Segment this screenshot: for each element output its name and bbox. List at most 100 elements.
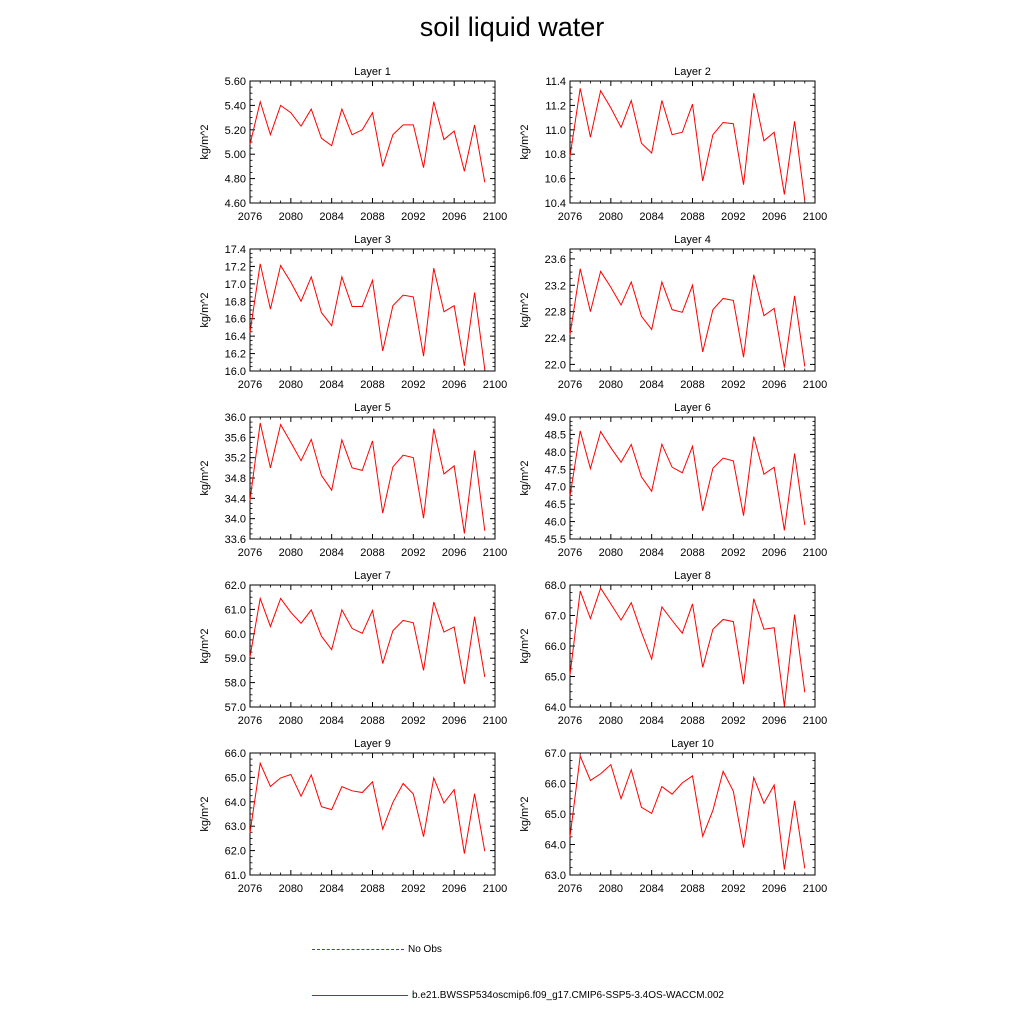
panel-1-series-line	[249, 99, 486, 183]
panel-10-xtick-label: 2080	[599, 883, 623, 895]
panel-4-xtick-label: 2088	[680, 379, 704, 391]
panel-8-ytick-label: 68.0	[545, 580, 566, 592]
panel-1-ytick-label: 4.60	[225, 198, 246, 210]
panel-3-xtick-label: 2084	[319, 379, 343, 391]
panel-6-ytick-label: 45.5	[545, 534, 566, 546]
panel-1-ytick-label: 5.40	[225, 100, 246, 112]
panel-6-ylabel: kg/m^2	[519, 460, 531, 495]
panel-10-xtick-label: 2100	[803, 883, 827, 895]
panel-5-ytick-label: 34.4	[225, 493, 246, 505]
panel-6-xtick-label: 2088	[680, 547, 704, 559]
panel-2-ytick-label: 10.8	[545, 149, 566, 161]
panel-1-ylabel: kg/m^2	[199, 124, 211, 159]
panel-2-series-line	[569, 88, 806, 201]
panel-9-xtick-label: 2100	[483, 883, 507, 895]
panel-6-xtick-label: 2092	[721, 547, 745, 559]
panel-3-xtick-label: 2096	[442, 379, 466, 391]
panel-4-xtick-label: 2084	[639, 379, 663, 391]
panel-3-title: Layer 3	[354, 234, 391, 246]
panel-3-frame	[249, 248, 496, 372]
panel-7-series-line	[249, 596, 486, 684]
panel-1-xtick-label: 2076	[238, 211, 262, 223]
panel-3-xtick-label: 2092	[401, 379, 425, 391]
panel-1-xtick-label: 2092	[401, 211, 425, 223]
panel-3-ytick-label: 16.2	[225, 349, 246, 361]
panel-2-xtick-label: 2088	[680, 211, 704, 223]
panel-5-ytick-label: 35.6	[225, 432, 246, 444]
panel-6-title: Layer 6	[674, 402, 711, 414]
panel-5-xtick-label: 2088	[360, 547, 384, 559]
panel-8-title: Layer 8	[674, 570, 711, 582]
panel-5-ytick-label: 33.6	[225, 534, 246, 546]
panel-9-xtick-label: 2096	[442, 883, 466, 895]
panel-4-ytick-label: 22.0	[545, 359, 566, 371]
panel-2-title: Layer 2	[674, 66, 711, 78]
panel-3-xtick-label: 2088	[360, 379, 384, 391]
panel-1-ytick-label: 4.80	[225, 174, 246, 186]
panel-9-xtick-label: 2084	[319, 883, 343, 895]
panel-1-title: Layer 1	[354, 66, 391, 78]
panel-5-ytick-label: 34.8	[225, 473, 246, 485]
panel-7-xtick-label: 2088	[360, 715, 384, 727]
panel-2-ytick-label: 10.6	[545, 174, 566, 186]
panel-10-xtick-label: 2088	[680, 883, 704, 895]
panel-8-xtick-label: 2092	[721, 715, 745, 727]
panel-3-ytick-label: 16.8	[225, 296, 246, 308]
panel-7-ytick-label: 57.0	[225, 702, 246, 714]
panel-10-ytick-label: 67.0	[545, 748, 566, 760]
panel-4-ylabel: kg/m^2	[519, 292, 531, 327]
panel-6-series-line	[569, 430, 806, 531]
panel-3-xtick-label: 2076	[238, 379, 262, 391]
panel-8-ytick-label: 64.0	[545, 702, 566, 714]
panel-4-title: Layer 4	[674, 234, 711, 246]
panel-10-ytick-label: 64.0	[545, 840, 566, 852]
panel-10-xtick-label: 2092	[721, 883, 745, 895]
panel-2-xtick-label: 2084	[639, 211, 663, 223]
panel-8-xtick-label: 2100	[803, 715, 827, 727]
panel-3-series-line	[249, 263, 486, 370]
panel-7-xtick-label: 2096	[442, 715, 466, 727]
panel-4-xtick-label: 2076	[558, 379, 582, 391]
panel-9-ylabel: kg/m^2	[199, 796, 211, 831]
panel-5-xtick-label: 2080	[279, 547, 303, 559]
panel-9-xtick-label: 2092	[401, 883, 425, 895]
panel-4-xtick-label: 2080	[599, 379, 623, 391]
panel-7-xtick-label: 2080	[279, 715, 303, 727]
panel-6-ytick-label: 46.5	[545, 499, 566, 511]
panel-6-ytick-label: 48.0	[545, 447, 566, 459]
panel-1-frame	[249, 80, 496, 204]
panel-5-xtick-label: 2100	[483, 547, 507, 559]
figure-title: soil liquid water	[419, 12, 605, 42]
panel-10-xtick-label: 2076	[558, 883, 582, 895]
panel-6-xtick-label: 2080	[599, 547, 623, 559]
panel-3-xtick-label: 2080	[279, 379, 303, 391]
panel-3-ytick-label: 17.2	[225, 261, 246, 273]
panel-9-ytick-label: 61.0	[225, 870, 246, 882]
panel-5-ytick-label: 34.0	[225, 514, 246, 526]
panel-1-xtick-label: 2100	[483, 211, 507, 223]
panel-9-xtick-label: 2088	[360, 883, 384, 895]
panel-9-xtick-label: 2076	[238, 883, 262, 895]
panel-1-ytick-label: 5.20	[225, 125, 246, 137]
panel-8-ylabel: kg/m^2	[519, 628, 531, 663]
panel-6-ytick-label: 47.0	[545, 482, 566, 494]
panel-5-series-line	[249, 422, 486, 534]
panel-5-ylabel: kg/m^2	[199, 460, 211, 495]
panel-6-ytick-label: 47.5	[545, 464, 566, 476]
panel-7-xtick-label: 2100	[483, 715, 507, 727]
panel-9-ytick-label: 65.0	[225, 772, 246, 784]
panel-6-xtick-label: 2100	[803, 547, 827, 559]
panel-3-ytick-label: 17.0	[225, 279, 246, 291]
panel-6-ytick-label: 49.0	[545, 412, 566, 424]
panel-2-xtick-label: 2096	[762, 211, 786, 223]
panel-9-series-line	[249, 761, 486, 854]
panel-7-title: Layer 7	[354, 570, 391, 582]
panel-8-xtick-label: 2084	[639, 715, 663, 727]
panel-6-xtick-label: 2076	[558, 547, 582, 559]
panel-9-title: Layer 9	[354, 738, 391, 750]
panel-2-frame	[569, 80, 816, 204]
panel-1-xtick-label: 2084	[319, 211, 343, 223]
panel-9-ytick-label: 66.0	[225, 748, 246, 760]
panel-4-frame	[569, 248, 816, 372]
panel-8-ytick-label: 66.0	[545, 641, 566, 653]
